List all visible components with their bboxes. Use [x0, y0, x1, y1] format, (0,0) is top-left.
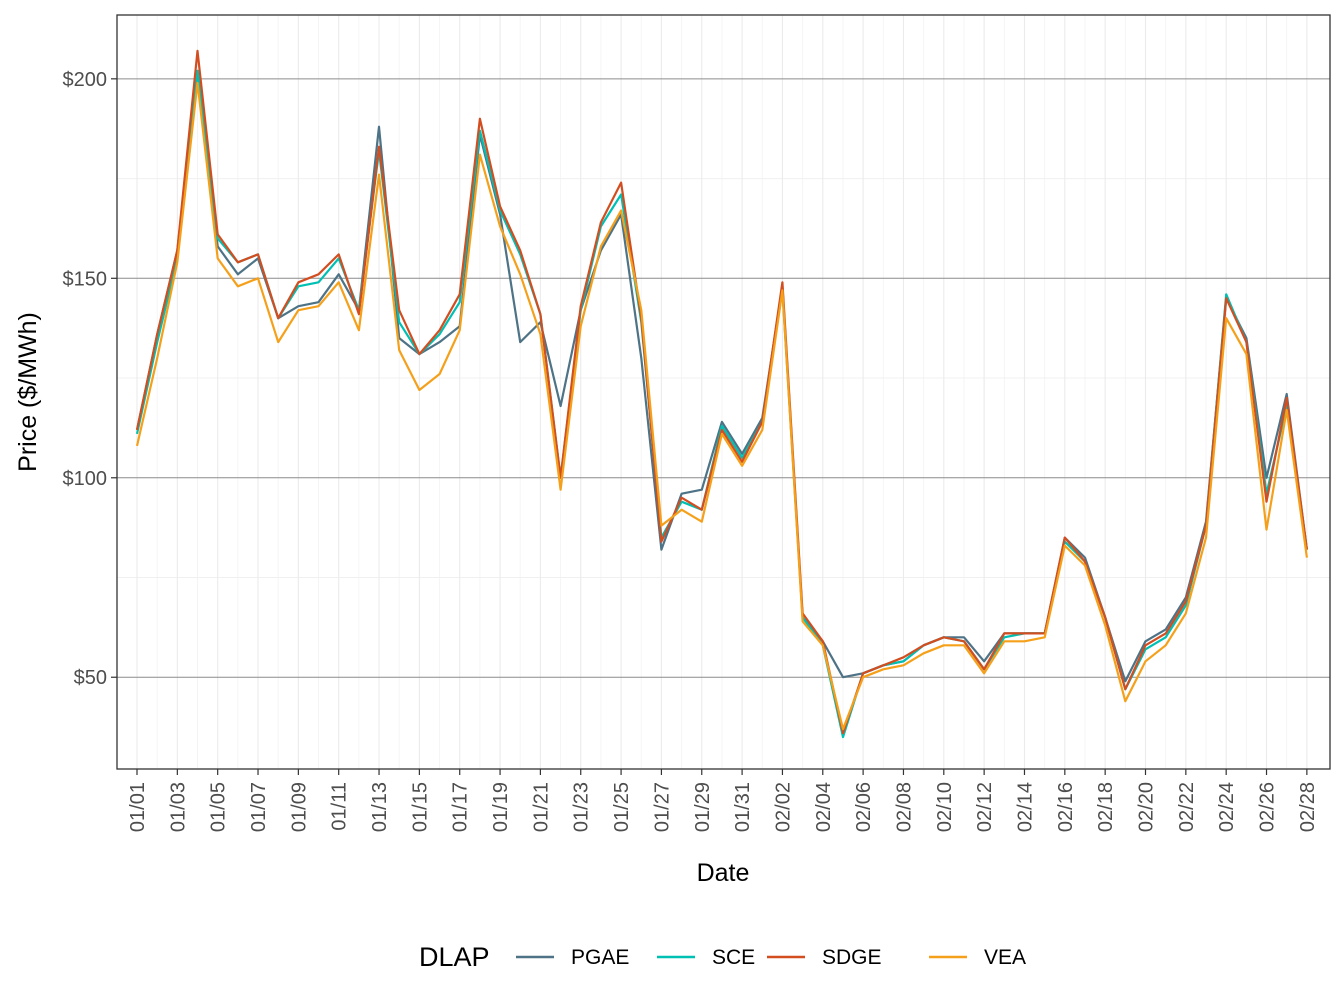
x-tick-label: 01/19	[490, 782, 512, 832]
x-tick-label: 01/21	[530, 782, 552, 832]
y-tick-label: $100	[63, 468, 108, 490]
x-tick-label: 01/07	[248, 782, 270, 832]
x-tick-label: 01/25	[611, 782, 633, 832]
x-tick-label: 02/10	[934, 782, 956, 832]
x-tick-label: 01/27	[651, 782, 673, 832]
x-tick-label: 02/12	[974, 782, 996, 832]
legend-title: DLAP	[419, 942, 490, 972]
x-tick-label: 02/14	[1014, 782, 1036, 832]
x-tick-label: 01/29	[692, 782, 714, 832]
x-tick-label: 02/28	[1297, 782, 1319, 832]
x-tick-label: 02/08	[893, 782, 915, 832]
x-tick-label: 02/16	[1055, 782, 1077, 832]
x-tick-label: 02/04	[813, 782, 835, 832]
legend-label-vea: VEA	[984, 946, 1026, 969]
series-line-sdge	[135, 49, 1308, 735]
x-tick-label: 02/22	[1176, 782, 1198, 832]
x-tick-label: 01/31	[732, 782, 754, 832]
legend-label-pgae: PGAE	[571, 946, 629, 969]
x-tick-label: 01/17	[450, 782, 472, 832]
x-tick-label: 02/06	[853, 782, 875, 832]
x-tick-label: 02/24	[1216, 782, 1238, 832]
y-tick-label: $150	[63, 268, 108, 290]
y-axis: $50 $100 $150 $200	[63, 69, 117, 689]
x-tick-label: 02/18	[1095, 782, 1117, 832]
minor-gridlines	[117, 15, 1330, 769]
series-line-vea	[135, 81, 1308, 731]
x-tick-label: 01/09	[288, 782, 310, 832]
x-tick-label: 01/01	[127, 782, 149, 832]
x-tick-label: 02/20	[1136, 782, 1158, 832]
y-tick-label: $200	[63, 69, 108, 91]
x-tick-label: 01/05	[208, 782, 230, 832]
x-axis: 01/01 01/03 01/05 01/07 01/09 01/11 01/13 01/15…	[127, 769, 1319, 832]
x-tick-label: 01/13	[369, 782, 391, 832]
x-tick-label: 01/03	[167, 782, 189, 832]
y-tick-label: $50	[74, 667, 107, 689]
plot-panel	[117, 15, 1330, 769]
x-tick-label: 02/26	[1257, 782, 1279, 832]
x-axis-title: Date	[697, 859, 750, 887]
y-axis-title: Price ($/MWh)	[14, 312, 42, 472]
plot-border	[116, 14, 1331, 770]
legend: DLAP PGAE SCE SDGE VEA	[419, 942, 1026, 972]
legend-label-sdge: SDGE	[822, 946, 882, 969]
x-tick-label: 02/02	[772, 782, 794, 832]
series-lines	[135, 49, 1308, 739]
x-tick-label: 01/15	[409, 782, 431, 832]
x-tick-label: 01/23	[571, 782, 593, 832]
legend-label-sce: SCE	[712, 946, 755, 969]
x-tick-label: 01/11	[329, 782, 351, 831]
major-gridlines	[117, 15, 1330, 769]
